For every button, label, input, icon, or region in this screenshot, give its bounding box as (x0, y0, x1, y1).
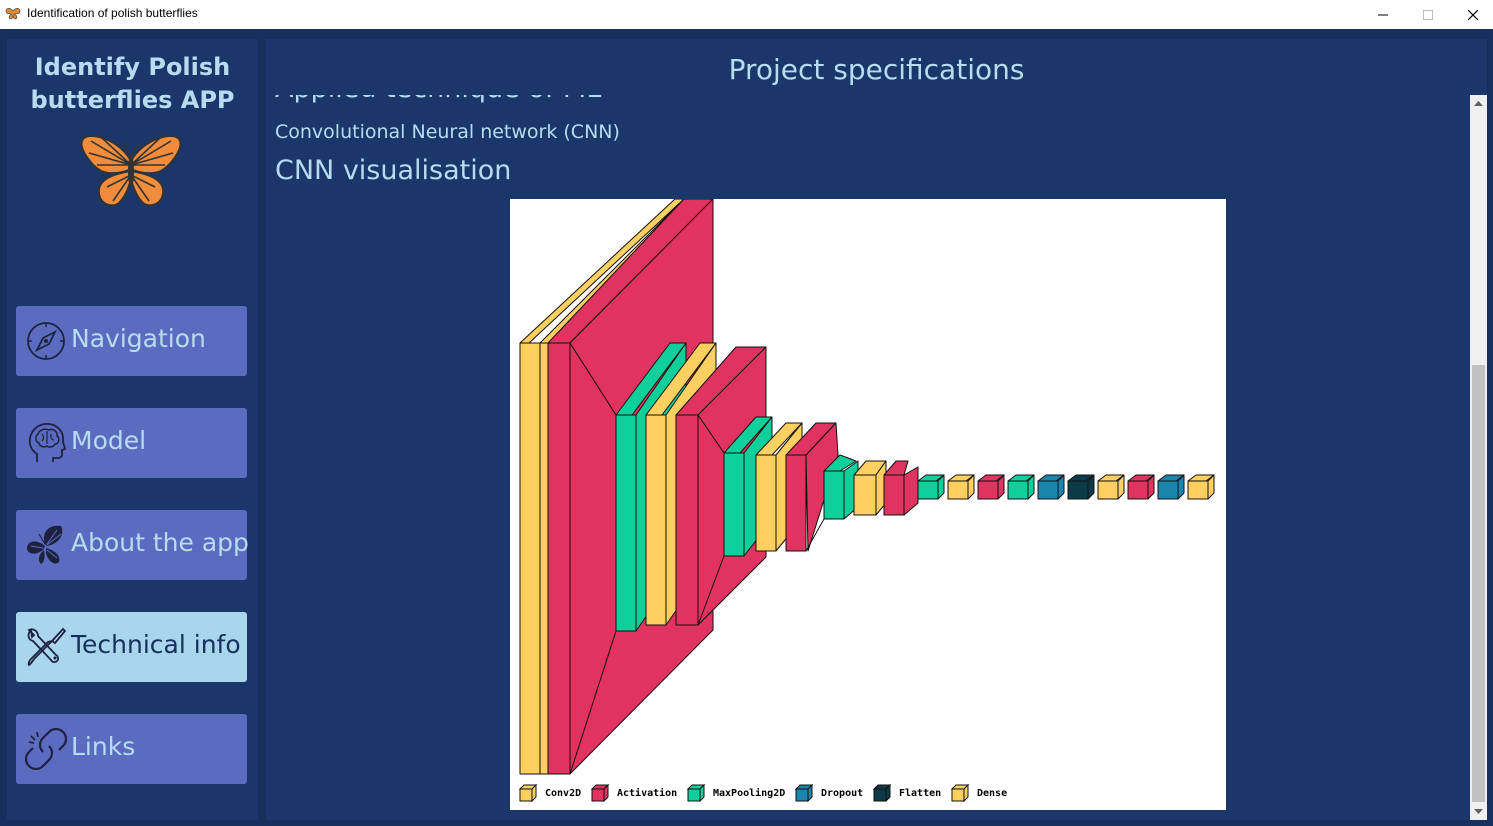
legend-label: Conv2D (545, 788, 581, 799)
legend-item-dense (950, 783, 970, 803)
nav-button-about[interactable]: About the app (16, 510, 249, 580)
cnn-diagram: Conv2D Activation MaxPooling2D Dropout F… (518, 198, 1215, 803)
vertical-scrollbar[interactable] (1470, 95, 1487, 820)
section-heading-technique: Applied technique of ML (275, 95, 601, 104)
nav-button-label: Model (71, 426, 147, 455)
butterfly-icon (27, 525, 63, 564)
nav-button-navigation[interactable]: Navigation (16, 306, 247, 376)
link-icon (25, 728, 67, 770)
legend-label: MaxPooling2D (713, 787, 785, 799)
app-title-line1: Identify Polish (34, 53, 231, 81)
butterfly-icon (80, 135, 182, 207)
nav-button-links[interactable]: Links (16, 714, 247, 784)
compass-icon (27, 322, 65, 360)
nav-button-label: Links (71, 732, 136, 761)
content-scroll-area[interactable]: Applied technique of ML Convolutional Ne… (266, 95, 1470, 820)
tools-icon (27, 627, 67, 667)
legend-label: Flatten (899, 788, 941, 799)
page-title: Project specifications (728, 53, 1025, 86)
legend-item-flatten (872, 783, 892, 803)
maximize-button[interactable] (1405, 0, 1450, 29)
scrollbar-thumb[interactable] (1472, 365, 1485, 802)
nav-button-label: Navigation (71, 324, 206, 353)
minimize-button[interactable] (1360, 0, 1405, 29)
legend-label: Activation (617, 787, 677, 799)
butterfly-icon (5, 8, 21, 20)
app-title: Identify Polish butterflies APP (7, 51, 258, 117)
legend-label: Dropout (821, 788, 863, 799)
minimize-icon (1377, 14, 1388, 15)
sidebar: Identify Polish butterflies APP Navi (7, 39, 258, 820)
head-brain-icon (28, 423, 66, 462)
nav-button-model[interactable]: Model (16, 408, 247, 478)
legend-label: Dense (977, 788, 1007, 799)
scroll-down-arrow-icon[interactable] (1470, 803, 1487, 820)
section-heading-visualisation: CNN visualisation (275, 155, 512, 186)
main-panel: Project specifications Applied technique… (266, 39, 1487, 820)
close-button[interactable] (1450, 0, 1493, 29)
scroll-up-arrow-icon[interactable] (1470, 95, 1487, 112)
technique-text: Convolutional Neural network (CNN) (275, 121, 620, 143)
nav-button-label: Technical info (71, 630, 241, 659)
nav-button-technical-info[interactable]: Technical info (16, 612, 247, 682)
maximize-icon (1422, 9, 1433, 20)
window-titlebar: Identification of polish butterflies (0, 0, 1493, 29)
legend-item-activation (590, 783, 610, 803)
window-title: Identification of polish butterflies (27, 6, 198, 20)
legend (518, 783, 970, 803)
close-icon (1467, 9, 1478, 20)
legend-item-maxpooling2d (686, 783, 706, 803)
legend-item-dropout (794, 783, 814, 803)
nav-button-label: About the app (71, 528, 249, 557)
legend-item-conv2d (518, 783, 538, 803)
cnn-visualisation-image: Conv2D Activation MaxPooling2D Dropout F… (510, 198, 1226, 810)
app-title-line2: butterflies APP (30, 86, 235, 114)
